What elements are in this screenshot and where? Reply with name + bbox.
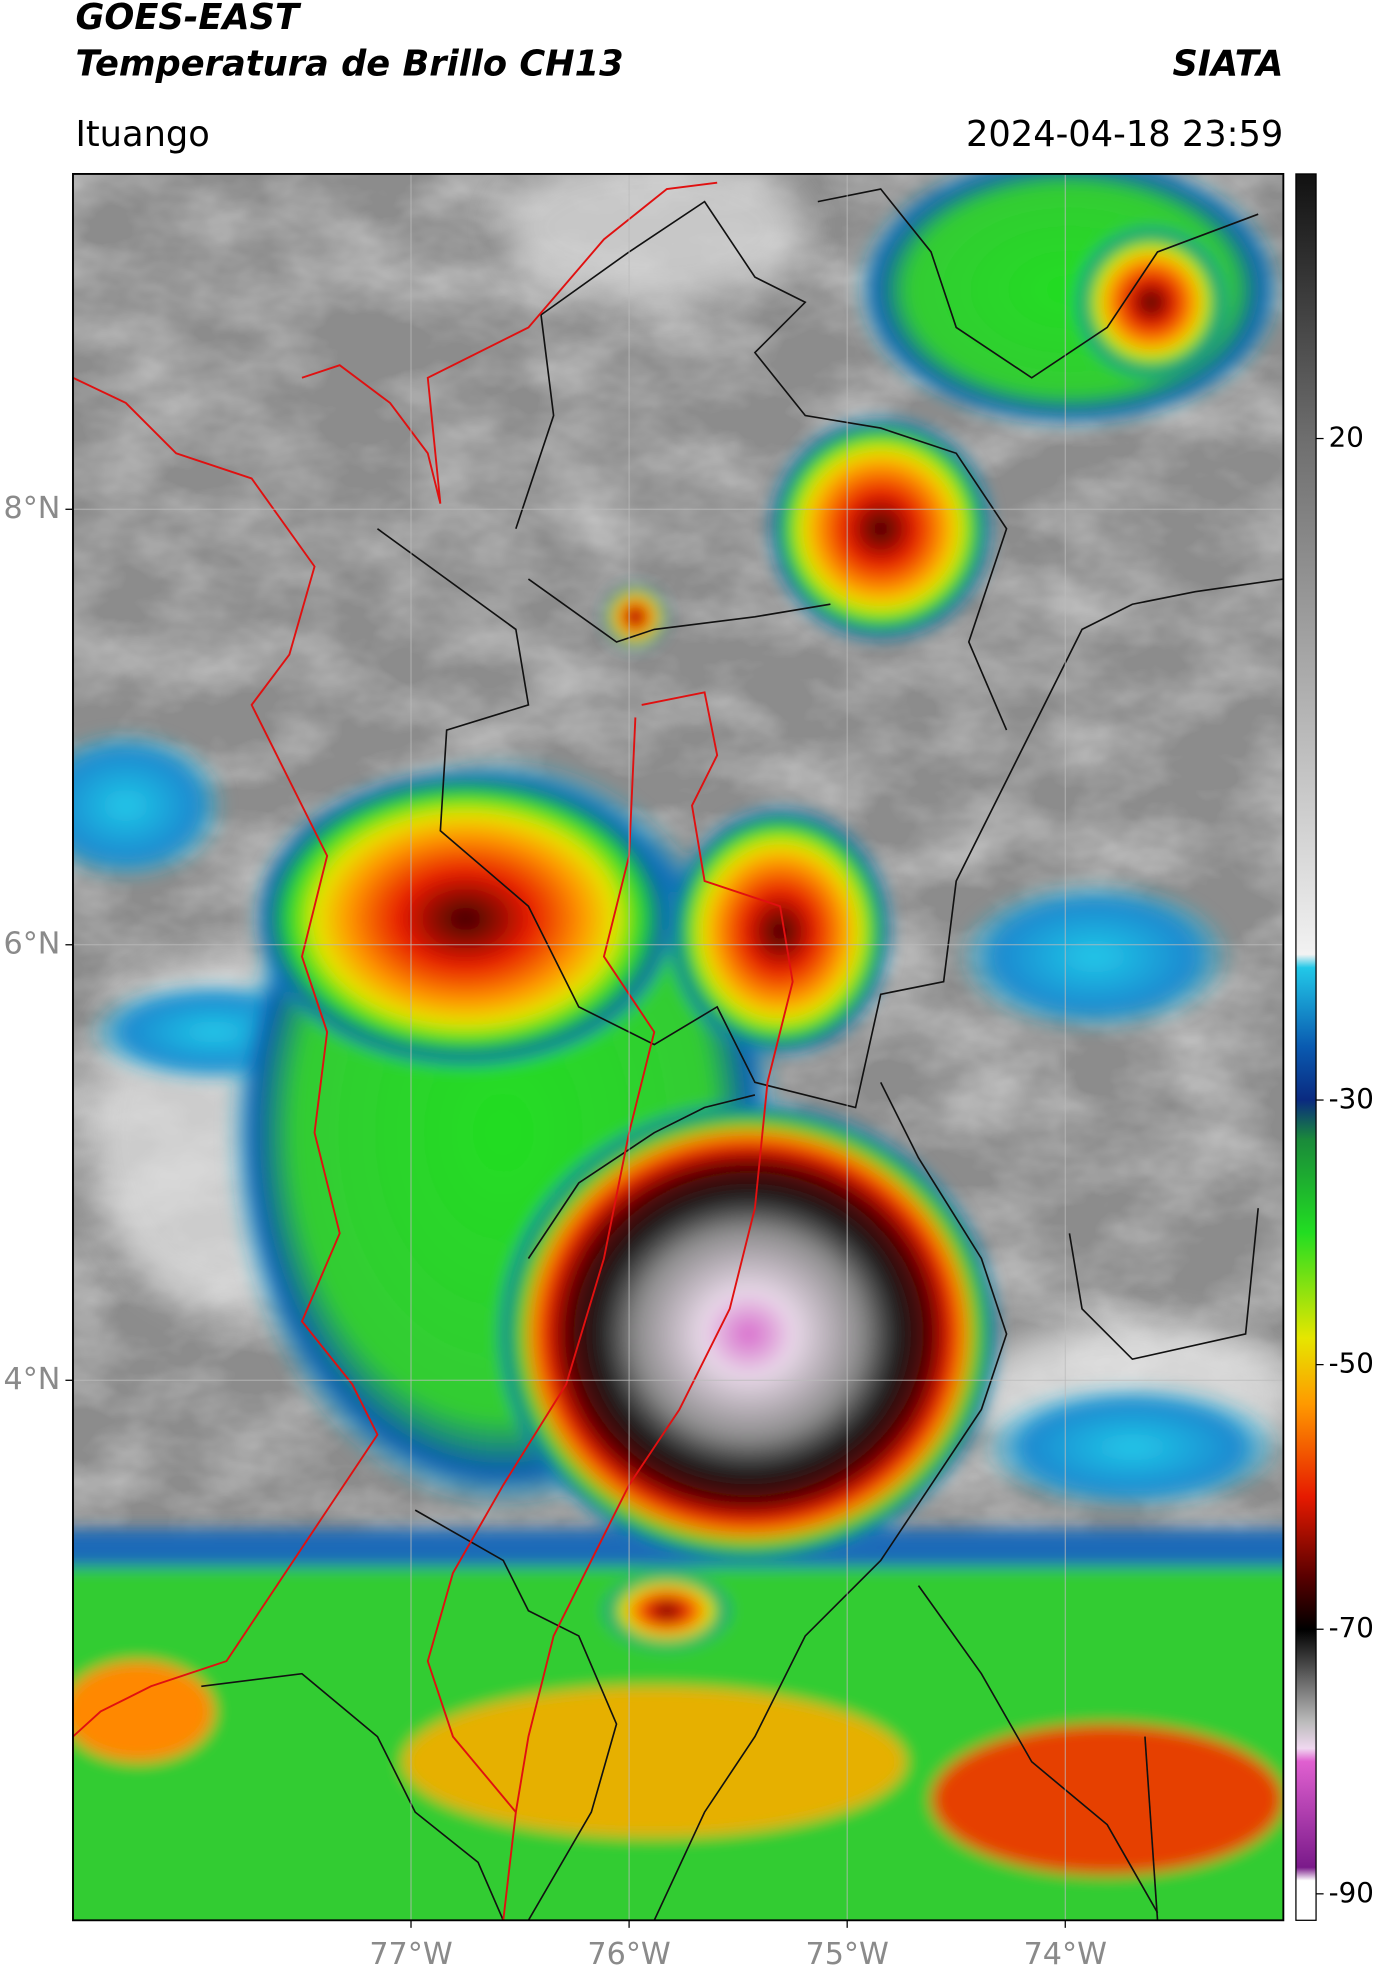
colorbar-tick-label: -90 xyxy=(1329,1876,1374,1909)
national-borders xyxy=(72,181,794,1921)
title: GOES-EAST xyxy=(75,0,302,38)
x-tick-label: 77°W xyxy=(369,1937,452,1972)
y-tick-label: 4°N xyxy=(4,1362,61,1397)
colorbar-tick-label: -50 xyxy=(1329,1347,1374,1380)
colorbar xyxy=(1295,173,1317,1921)
x-tick-label: 75°W xyxy=(805,1937,888,1972)
grid xyxy=(72,173,1284,1921)
y-tick-label: 6°N xyxy=(4,926,61,961)
source: SIATA xyxy=(1172,44,1283,85)
satellite-image xyxy=(72,173,1284,1921)
location: Ituango xyxy=(75,114,209,155)
x-tick-label: 76°W xyxy=(587,1937,670,1972)
colorbar-tick-label: -30 xyxy=(1329,1082,1374,1115)
colorbar-tick-label: -70 xyxy=(1329,1611,1374,1644)
datetime: 2024-04-18 23:59 xyxy=(966,114,1283,155)
y-tick-label: 8°N xyxy=(4,491,61,526)
map-frame xyxy=(72,172,1285,1922)
x-tick-label: 74°W xyxy=(1024,1937,1107,1972)
colorbar-tick-label: 20 xyxy=(1329,421,1364,454)
admin-borders xyxy=(201,188,1284,1921)
subtitle: Temperatura de Brillo CH13 xyxy=(75,44,623,85)
